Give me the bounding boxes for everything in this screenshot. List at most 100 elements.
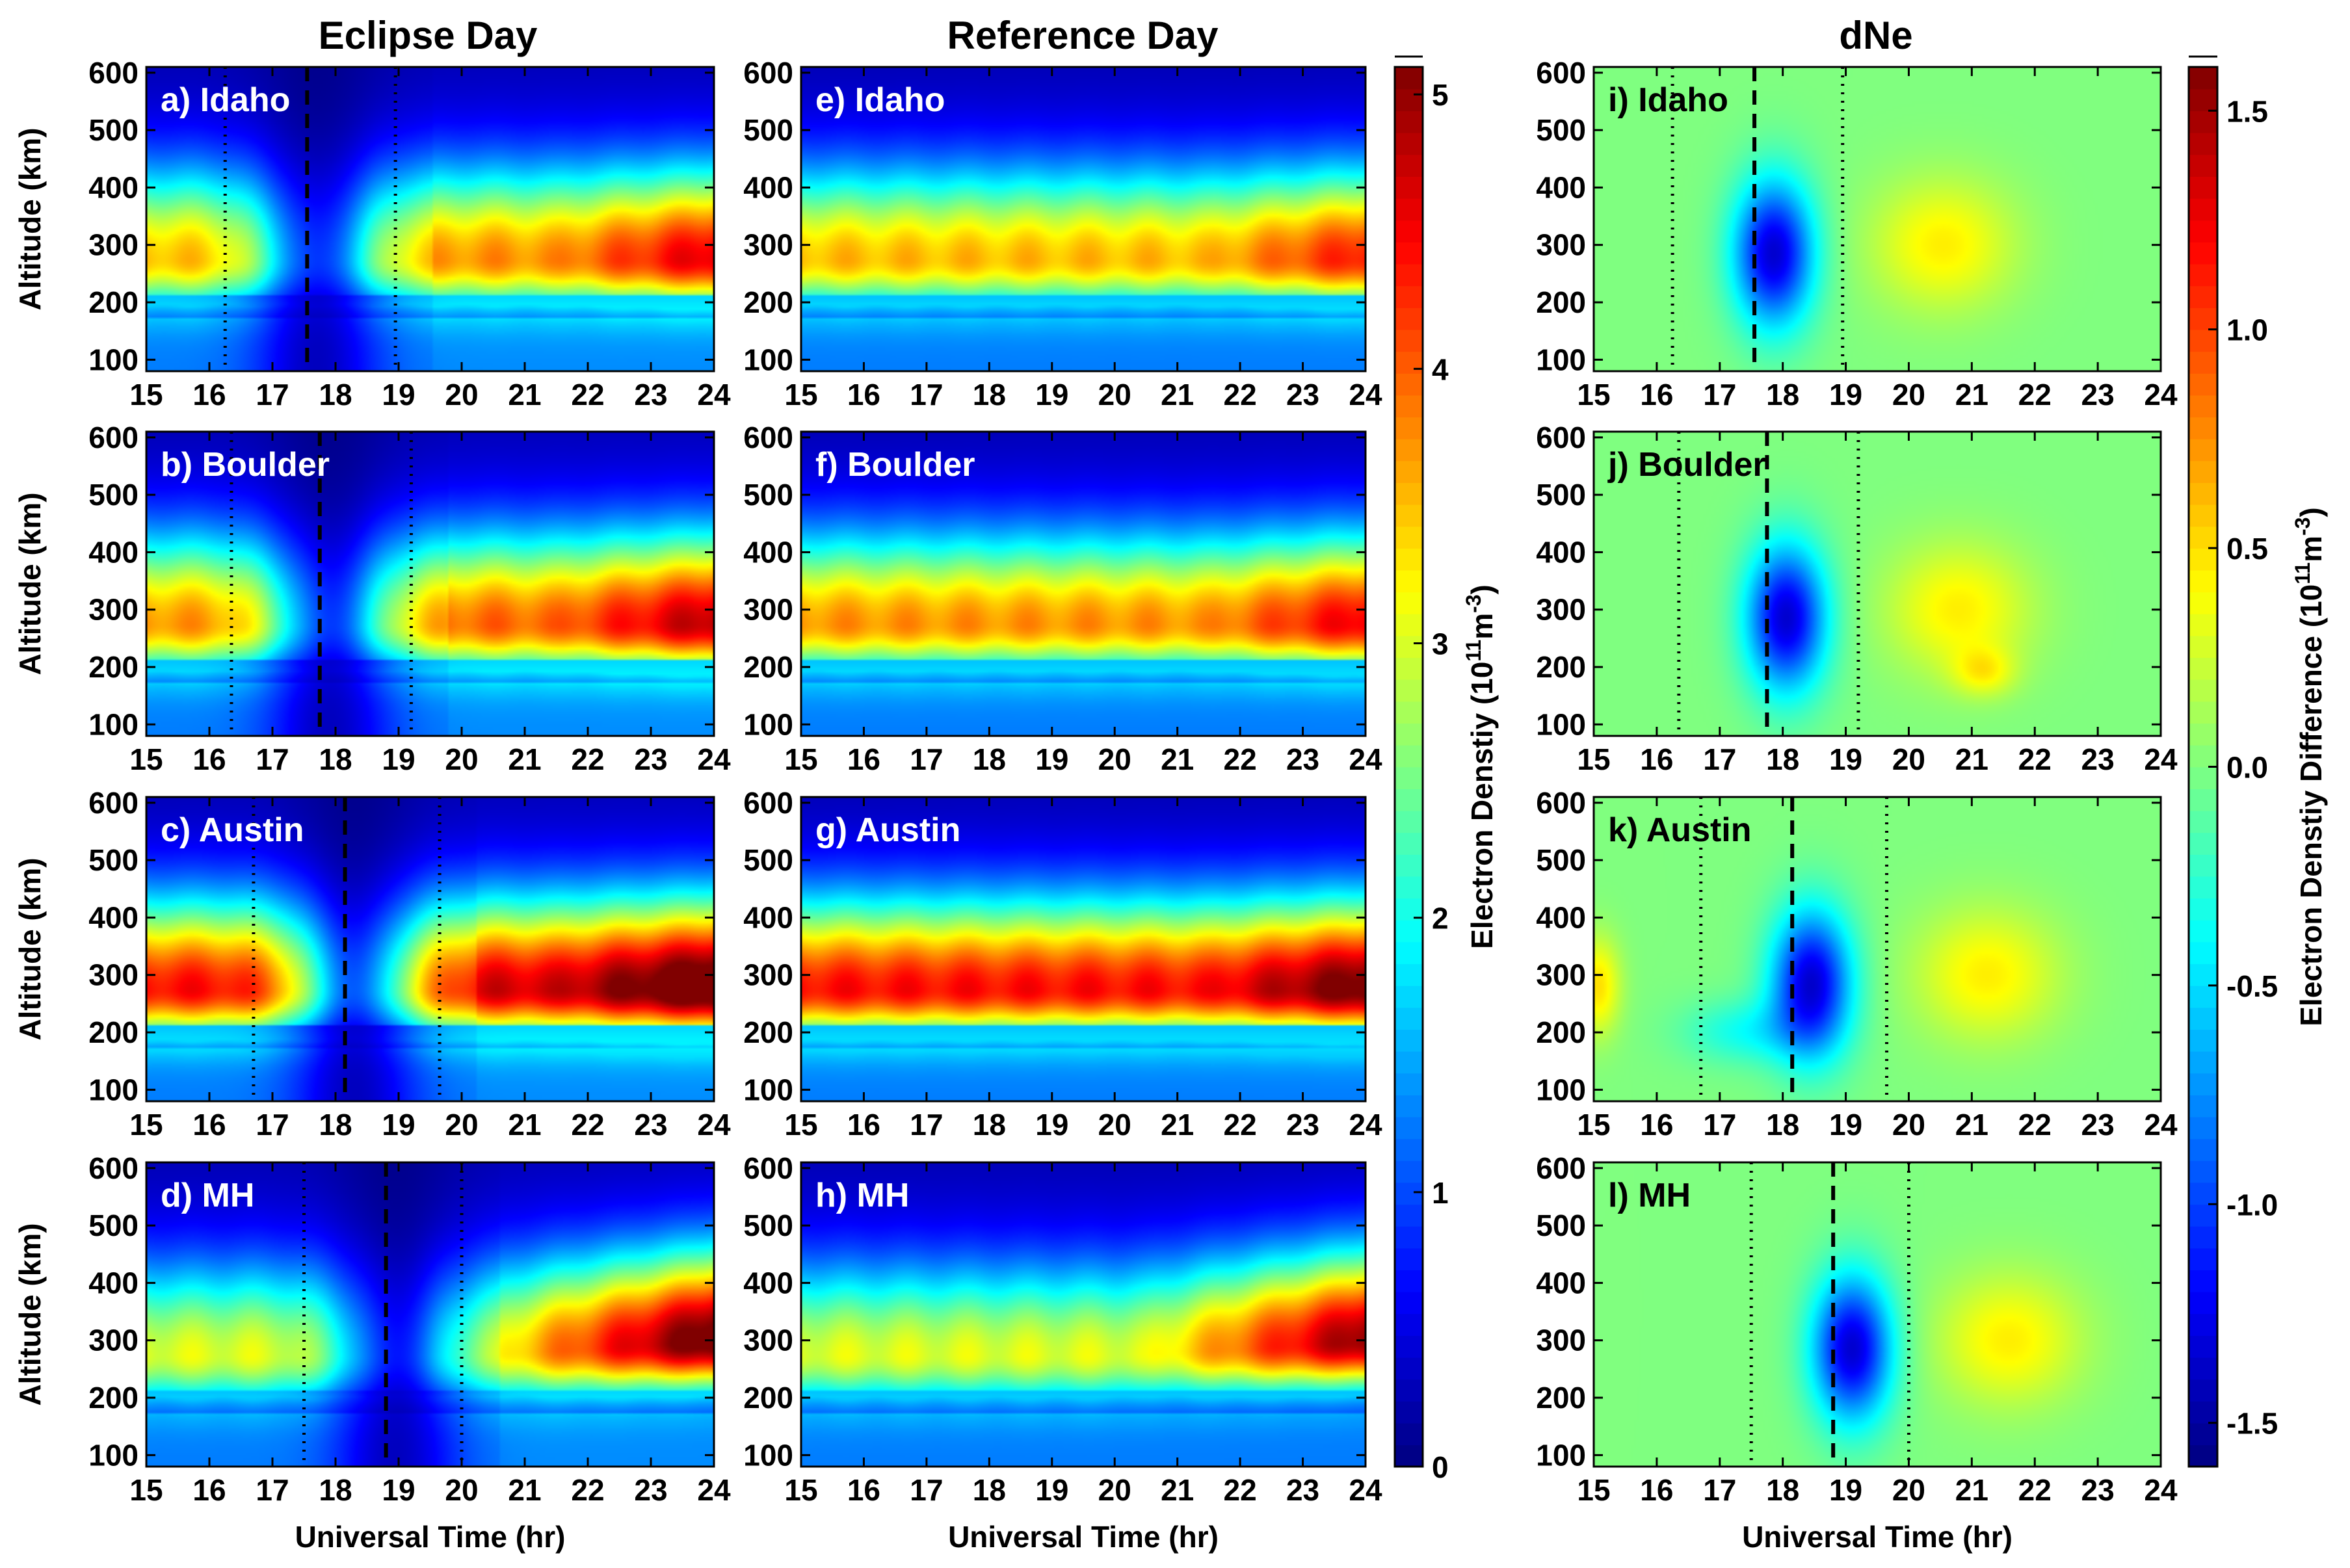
y-tick-label: 300 xyxy=(88,593,139,627)
x-tick-label: 24 xyxy=(1349,742,1382,776)
colorbar-step xyxy=(1395,1138,1423,1161)
x-tick-label: 23 xyxy=(2081,1108,2115,1142)
x-tick-label: 20 xyxy=(445,1473,478,1507)
colorbar-density-difference: -1.5 -1.0 -0.5 0.0 0.5 1.0 1.5 Electron Denstiy… xyxy=(2187,55,2328,1468)
heatmap-l xyxy=(1594,1162,2161,1467)
colorbar-step xyxy=(1395,1270,1423,1292)
colorbar-step xyxy=(2189,1401,2217,1424)
x-tick-label: 21 xyxy=(508,1473,541,1507)
x-tick-label: 21 xyxy=(1161,742,1194,776)
y-tick-label: 200 xyxy=(88,285,139,319)
x-tick-label: 19 xyxy=(1829,1473,1862,1507)
panel-k: 15 16 17 18 19 20 21 22 23 24 100 200 300 400 500 600 k)… xyxy=(1536,786,2178,1142)
colorbar-tick-label: 2 xyxy=(1432,902,1449,935)
colorbar-step xyxy=(1395,679,1423,702)
colorbar-step xyxy=(2189,329,2217,352)
colorbar-step xyxy=(1395,307,1423,330)
x-tick-label: 23 xyxy=(634,742,667,776)
colorbar-step xyxy=(1395,985,1423,1008)
x-tick-label: 18 xyxy=(973,1473,1006,1507)
panel-frame xyxy=(145,66,715,372)
colorbar-step xyxy=(2189,766,2217,789)
colorbar-step xyxy=(1395,1422,1423,1446)
x-tick-label: 20 xyxy=(1098,1473,1131,1507)
panel-g: 15 16 17 18 19 20 21 22 23 24 100 200 300 400 500 600 g)… xyxy=(743,786,1382,1142)
x-tick-label: 21 xyxy=(1955,1108,1988,1142)
y-tick-label: 400 xyxy=(88,170,139,204)
colorbar-step xyxy=(2189,1291,2217,1314)
x-tick-label: 22 xyxy=(571,742,604,776)
y-tick-label: 500 xyxy=(88,113,139,147)
x-tick-label: 17 xyxy=(1703,378,1736,412)
x-tick-label: 18 xyxy=(319,1473,352,1507)
colorbar-step xyxy=(2189,88,2217,112)
colorbar-step xyxy=(1395,395,1423,418)
colorbar-step xyxy=(2189,1248,2217,1271)
colorbar-step xyxy=(2189,67,2217,90)
x-tick-label: 16 xyxy=(192,1108,226,1142)
x-tick-label: 15 xyxy=(1577,1473,1610,1507)
y-tick-label: 300 xyxy=(88,228,139,262)
y-tick-label: 400 xyxy=(88,900,139,934)
colorbar-step xyxy=(1395,504,1423,527)
y-tick-label: 300 xyxy=(88,1324,139,1357)
y-tick-label: 300 xyxy=(743,1324,793,1357)
colorbar-step xyxy=(1395,832,1423,855)
colorbar-step xyxy=(1395,1444,1423,1467)
x-tick-label: 16 xyxy=(192,742,226,776)
x-tick-label: 20 xyxy=(1098,1108,1131,1142)
colorbar-step xyxy=(2189,941,2217,965)
x-tick-label: 16 xyxy=(1640,378,1673,412)
colorbar-step xyxy=(2189,1007,2217,1030)
x-tick-label: 15 xyxy=(129,378,163,412)
panel-label-a: a) Idaho xyxy=(161,81,290,119)
x-tick-label: 18 xyxy=(319,378,352,412)
x-tick-label: 19 xyxy=(1829,378,1862,412)
x-tick-label: 19 xyxy=(382,742,415,776)
y-tick-label: 100 xyxy=(88,1438,139,1472)
x-tick-label: 17 xyxy=(1703,742,1736,776)
colorbar-step xyxy=(2189,592,2217,614)
panel-frame xyxy=(800,1161,1367,1468)
colorbar-step xyxy=(1395,482,1423,505)
panel-frame xyxy=(800,430,1367,737)
x-tick-label: 24 xyxy=(1349,1473,1382,1507)
panel-label-l: l) MH xyxy=(1608,1177,1691,1214)
heatmap-e xyxy=(801,67,1366,371)
colorbar-step xyxy=(2189,132,2217,155)
x-tick-label: 21 xyxy=(1955,1473,1988,1507)
colorbar-step xyxy=(2189,1422,2217,1446)
colorbar-step xyxy=(1395,242,1423,265)
colorbar-step xyxy=(1395,154,1423,177)
y-tick-label: 400 xyxy=(743,1266,793,1300)
y-tick-label: 600 xyxy=(743,421,793,454)
x-tick-label: 15 xyxy=(784,742,817,776)
colorbar-step xyxy=(1395,810,1423,833)
colorbar-step xyxy=(1395,854,1423,877)
colorbar-tick-label: 5 xyxy=(1432,78,1449,112)
colorbar-tick-label: 1.0 xyxy=(2226,313,2268,347)
colorbar-step xyxy=(1395,1379,1423,1402)
x-tick-label: 24 xyxy=(697,1108,731,1142)
colorbar-step xyxy=(1395,438,1423,462)
y-tick-label: 400 xyxy=(1536,535,1586,569)
x-tick-label: 20 xyxy=(1892,742,1925,776)
x-tick-label: 21 xyxy=(1955,378,1988,412)
colorbar-step xyxy=(1395,220,1423,242)
y-tick-label: 400 xyxy=(743,535,793,569)
x-tick-label: 24 xyxy=(2144,1473,2178,1507)
colorbar-step xyxy=(1395,1160,1423,1183)
y-tick-label: 200 xyxy=(1536,1381,1586,1415)
x-tick-label: 20 xyxy=(1098,378,1131,412)
panel-label-k: k) Austin xyxy=(1608,811,1752,849)
x-tick-label: 23 xyxy=(2081,1473,2115,1507)
colorbar-step xyxy=(1395,351,1423,374)
colorbar-step xyxy=(2189,220,2217,242)
panel-label-g: g) Austin xyxy=(815,811,960,849)
colorbar-step xyxy=(2189,789,2217,811)
x-tick-label: 24 xyxy=(697,1473,731,1507)
colorbar-step xyxy=(2189,1204,2217,1227)
x-tick-label: 24 xyxy=(2144,378,2178,412)
colorbar-step xyxy=(1395,635,1423,659)
colorbar-step xyxy=(1395,941,1423,965)
